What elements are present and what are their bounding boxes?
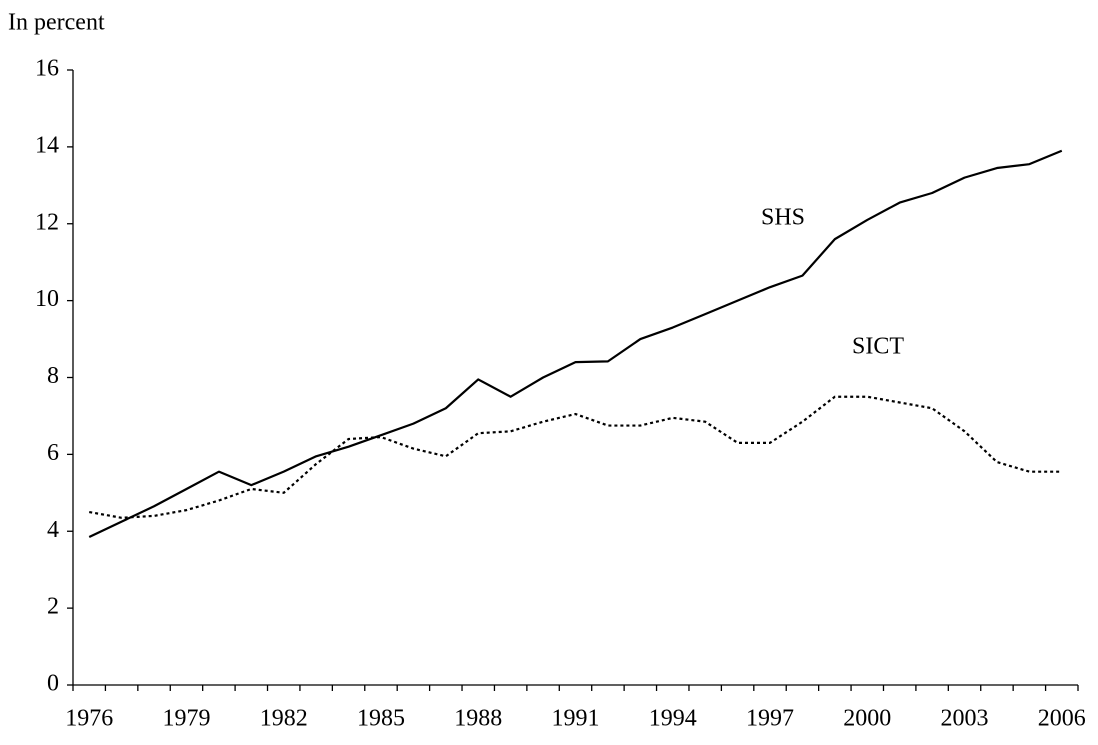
y-tick-label: 10 [35, 286, 59, 312]
data-line [88, 149, 1063, 539]
x-tick-label: 1994 [649, 706, 697, 732]
y-tick-label: 4 [47, 517, 59, 543]
series-annotation: SHS [761, 205, 805, 231]
x-tick-label: 1988 [454, 706, 502, 732]
y-tick-label: 12 [35, 209, 59, 235]
y-tick-label: 6 [47, 440, 59, 466]
y-tick-label: 0 [47, 671, 59, 697]
y-tick-label: 8 [47, 363, 59, 389]
y-axis-label: In percent [8, 10, 105, 36]
x-tick-label: 1979 [162, 706, 210, 732]
data-line [89, 395, 1062, 519]
x-tick-label: 2003 [941, 706, 989, 732]
y-tick-label: 16 [35, 56, 59, 82]
x-tick-label: 1997 [746, 706, 794, 732]
series-annotation: SICT [852, 334, 904, 360]
x-tick-label: 1991 [552, 706, 600, 732]
x-tick-label: 2006 [1038, 706, 1086, 732]
y-tick-label: 2 [47, 594, 59, 620]
x-tick-label: 2000 [843, 706, 891, 732]
y-tick-label: 14 [35, 132, 59, 158]
x-tick-label: 1985 [357, 706, 405, 732]
x-tick-label: 1976 [65, 706, 113, 732]
x-tick-label: 1982 [260, 706, 308, 732]
